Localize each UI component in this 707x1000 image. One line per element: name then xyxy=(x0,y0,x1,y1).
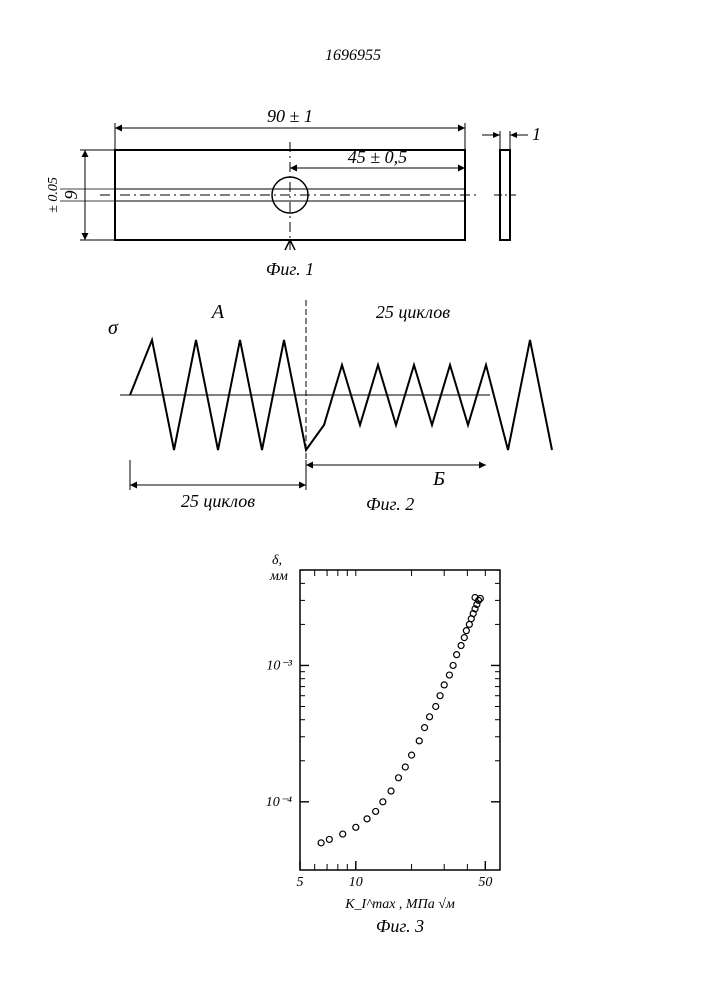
data-point xyxy=(458,643,464,649)
sigma-label: σ xyxy=(108,317,119,339)
fig1: 90 ± 1 45 ± 0,5 9± 0.05 1 Фиг. 1 xyxy=(46,106,541,279)
dim-height: 9 xyxy=(61,191,81,200)
data-point xyxy=(461,635,467,641)
cycles-bottom: 25 циклов xyxy=(181,491,255,511)
fig1-caption: Фиг. 1 xyxy=(266,259,314,279)
page: 1696955 90 ± 1 45 ± 0,5 9± 0.05 1 Фиг. 1 σ A 2… xyxy=(0,0,707,1000)
dim-thickness: 1 xyxy=(532,124,541,144)
xtick-label: 5 xyxy=(297,875,304,890)
dim-half: 45 ± 0,5 xyxy=(348,147,407,167)
fig2: σ A 25 циклов 25 циклов Б Фиг. 2 xyxy=(108,300,552,514)
data-point xyxy=(409,752,415,758)
ytick-label: 10⁻³ xyxy=(266,658,292,673)
data-point xyxy=(433,704,439,710)
fig3: 5 10 50 10⁻⁴ 10⁻³ δ,мм K_I^max , МПа √м Фиг. 3 xyxy=(266,553,500,936)
dim-length: 90 ± 1 xyxy=(267,106,313,126)
data-point xyxy=(326,836,332,842)
xlabel: K_I^max , МПа √м xyxy=(344,897,455,912)
data-point xyxy=(437,693,443,699)
ylabel-1: δ, xyxy=(272,553,282,568)
dim-tol: ± 0.05 xyxy=(46,177,61,213)
figures-svg: 1696955 90 ± 1 45 ± 0,5 9± 0.05 1 Фиг. 1 σ A 2… xyxy=(0,0,707,1000)
data-point xyxy=(373,808,379,814)
data-point xyxy=(353,824,359,830)
data-point xyxy=(402,764,408,770)
data-point xyxy=(422,725,428,731)
data-point xyxy=(427,714,433,720)
block-b-label: Б xyxy=(432,468,445,490)
data-point xyxy=(340,831,346,837)
data-point xyxy=(380,799,386,805)
ytick-label: 10⁻⁴ xyxy=(266,795,292,810)
fig2-caption: Фиг. 2 xyxy=(366,494,414,514)
xtick-label: 50 xyxy=(478,875,492,890)
data-point xyxy=(441,682,447,688)
data-point xyxy=(446,672,452,678)
data-point xyxy=(463,628,469,634)
data-point xyxy=(416,738,422,744)
data-point xyxy=(454,652,460,658)
data-point xyxy=(395,775,401,781)
data-point xyxy=(450,662,456,668)
fig3-caption: Фиг. 3 xyxy=(376,916,424,936)
doc-number: 1696955 xyxy=(325,47,381,64)
cycles-top: 25 циклов xyxy=(376,302,450,322)
data-point xyxy=(364,816,370,822)
block-a-label: A xyxy=(210,301,225,323)
data-point xyxy=(318,840,324,846)
data-point xyxy=(388,788,394,794)
xtick-label: 10 xyxy=(349,875,363,890)
ylabel-2: мм xyxy=(269,569,288,584)
